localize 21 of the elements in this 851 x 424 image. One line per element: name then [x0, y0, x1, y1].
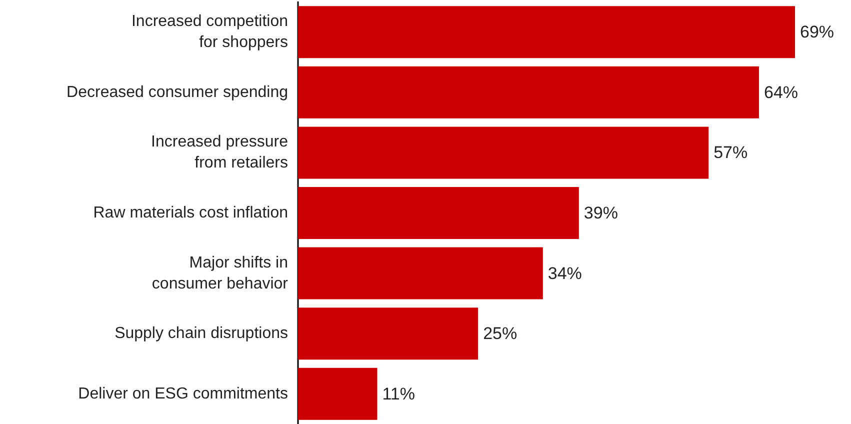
y-tick-label: Deliver on ESG commitments	[78, 385, 288, 402]
data-label: 64%	[764, 82, 798, 102]
data-label: 69%	[800, 22, 834, 42]
bar	[298, 187, 579, 239]
y-tick-label: Raw materials cost inflation	[93, 204, 288, 222]
y-tick-label: Supply chain disruptions	[114, 325, 288, 342]
bar	[298, 66, 759, 118]
data-label: 57%	[714, 143, 748, 162]
y-tick-label: Decreased consumer spending	[66, 84, 288, 101]
bar	[298, 308, 478, 360]
y-tick-label: Major shifts in consumer behavior	[152, 254, 289, 292]
bar	[298, 126, 709, 179]
data-label: 39%	[584, 204, 618, 222]
data-label: 25%	[483, 324, 518, 344]
y-tick-label: Increased competition for shoppers	[131, 13, 288, 52]
y-tick-label: Increased pressure from retailers	[151, 134, 288, 172]
bar	[298, 6, 795, 58]
bar	[298, 247, 543, 300]
bar	[298, 368, 378, 420]
data-label: 11%	[382, 384, 415, 404]
data-label: 34%	[548, 264, 582, 283]
